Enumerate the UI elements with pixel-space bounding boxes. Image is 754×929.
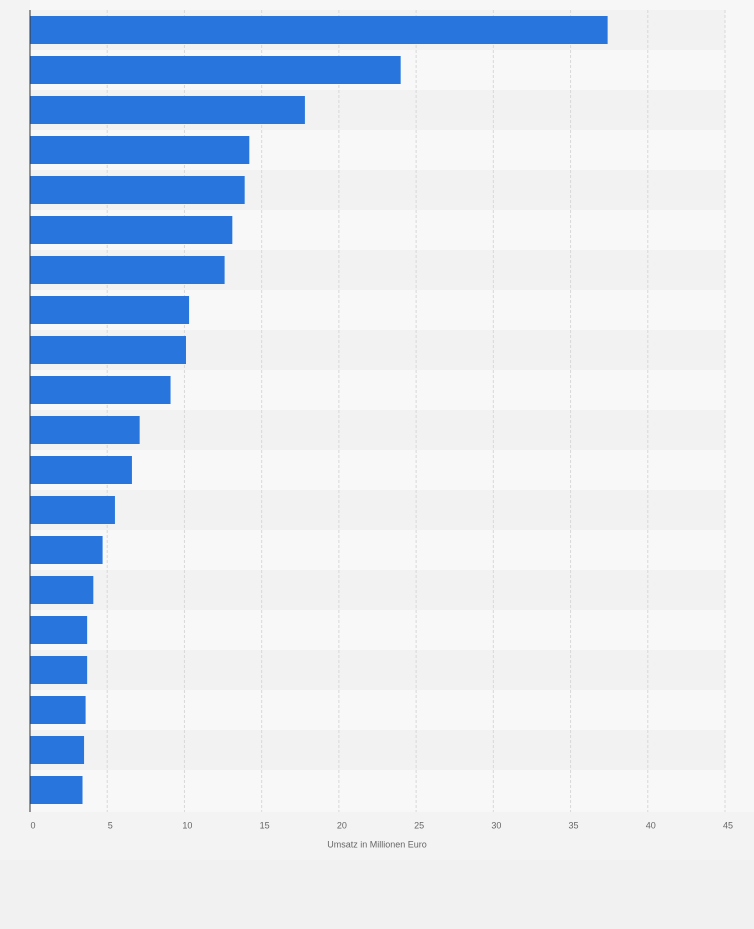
row-band xyxy=(30,610,725,650)
x-tick-label: 0 xyxy=(30,820,35,830)
x-tick-label: 5 xyxy=(108,820,113,830)
bar xyxy=(30,576,94,604)
row-band xyxy=(30,650,725,690)
footer-area xyxy=(0,860,754,929)
x-tick-label: 30 xyxy=(491,820,501,830)
bar xyxy=(30,176,245,204)
x-tick-label: 15 xyxy=(260,820,270,830)
bar xyxy=(30,376,171,404)
x-tick-label: 25 xyxy=(414,820,424,830)
bar xyxy=(30,56,401,84)
row-band xyxy=(30,490,725,530)
bar xyxy=(30,416,140,444)
bar xyxy=(30,656,88,684)
x-tick-label: 20 xyxy=(337,820,347,830)
row-band xyxy=(30,690,725,730)
bar xyxy=(30,96,305,124)
bar xyxy=(30,456,132,484)
bar xyxy=(30,696,86,724)
row-band xyxy=(30,570,725,610)
bar xyxy=(30,256,225,284)
x-tick-label: 10 xyxy=(182,820,192,830)
bar xyxy=(30,776,83,804)
row-band xyxy=(30,410,725,450)
bar xyxy=(30,736,85,764)
bar xyxy=(30,216,233,244)
row-band xyxy=(30,730,725,770)
bar xyxy=(30,16,608,44)
x-tick-label: 35 xyxy=(569,820,579,830)
x-tick-label: 40 xyxy=(646,820,656,830)
bar xyxy=(30,336,186,364)
bar xyxy=(30,136,250,164)
x-tick-label: 45 xyxy=(723,820,733,830)
row-band xyxy=(30,530,725,570)
bar xyxy=(30,296,190,324)
x-axis-label: Umsatz in Millionen Euro xyxy=(327,839,427,849)
bar xyxy=(30,496,115,524)
row-band xyxy=(30,450,725,490)
bar xyxy=(30,616,88,644)
row-band xyxy=(30,770,725,810)
bar xyxy=(30,536,103,564)
